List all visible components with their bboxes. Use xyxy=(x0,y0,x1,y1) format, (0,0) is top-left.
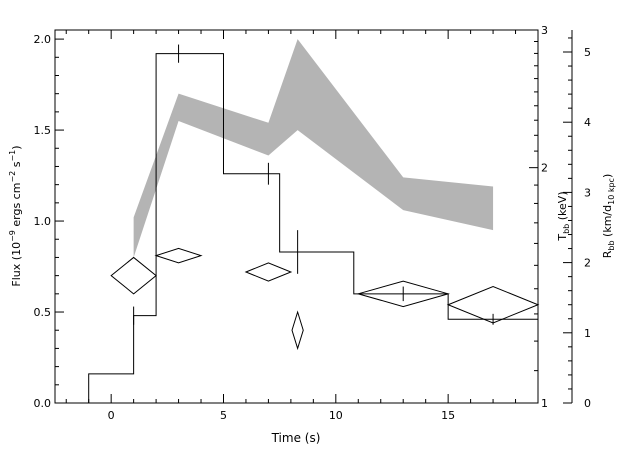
y-right-radius-tick-label: 0 xyxy=(584,397,591,410)
y-right-radius-tick-label: 5 xyxy=(584,46,591,59)
y-right-radius-tick-label: 1 xyxy=(584,327,591,340)
plot-frame xyxy=(54,29,539,404)
y-right-temp-tick-label: 3 xyxy=(541,24,548,37)
y-axis-label-right-temperature: Tbb (keV) xyxy=(556,191,571,241)
x-axis-label: Time (s) xyxy=(271,431,321,445)
x-tick-label: 0 xyxy=(108,409,115,422)
y-axis-label-right-radius: Rbb (km/d10 kpc) xyxy=(601,174,616,259)
y-axis-label-left: Flux (10−9 ergs cm−2 s−1) xyxy=(8,145,23,286)
radius-diamond xyxy=(154,247,203,264)
axes: 0 5 10 15 0.0 0.5 1.0 1.5 2.0 1 2 3 0 1 2 3 4 5 xyxy=(34,24,592,422)
y-left-tick-label: 1.5 xyxy=(34,124,52,137)
x-tick-label: 15 xyxy=(441,409,455,422)
radius-diamond xyxy=(110,256,157,295)
y-left-tick-label: 0.0 xyxy=(34,397,52,410)
temperature-band xyxy=(133,39,494,258)
radius-diamond xyxy=(244,262,293,282)
temperature-band-area xyxy=(133,39,494,258)
y-right-radius-tick-label: 4 xyxy=(584,116,591,129)
flux-step-line xyxy=(88,53,538,403)
radius-diamond xyxy=(446,286,540,324)
y-left-tick-label: 1.0 xyxy=(34,215,52,228)
y-left-tick-label: 0.5 xyxy=(34,306,52,319)
y-right-temp-tick-label: 1 xyxy=(541,397,548,410)
radius-diamond xyxy=(291,310,304,351)
y-right-radius-tick-label: 2 xyxy=(584,257,591,270)
flux-step-series xyxy=(88,44,538,403)
y-left-tick-label: 2.0 xyxy=(34,33,52,46)
radius-diamond xyxy=(356,280,450,308)
x-tick-label: 5 xyxy=(220,409,227,422)
y-right-temp-tick-label: 2 xyxy=(541,162,548,175)
radius-diamonds xyxy=(110,247,540,351)
x-tick-label: 10 xyxy=(329,409,343,422)
y-right-radius-tick-label: 3 xyxy=(584,186,591,199)
